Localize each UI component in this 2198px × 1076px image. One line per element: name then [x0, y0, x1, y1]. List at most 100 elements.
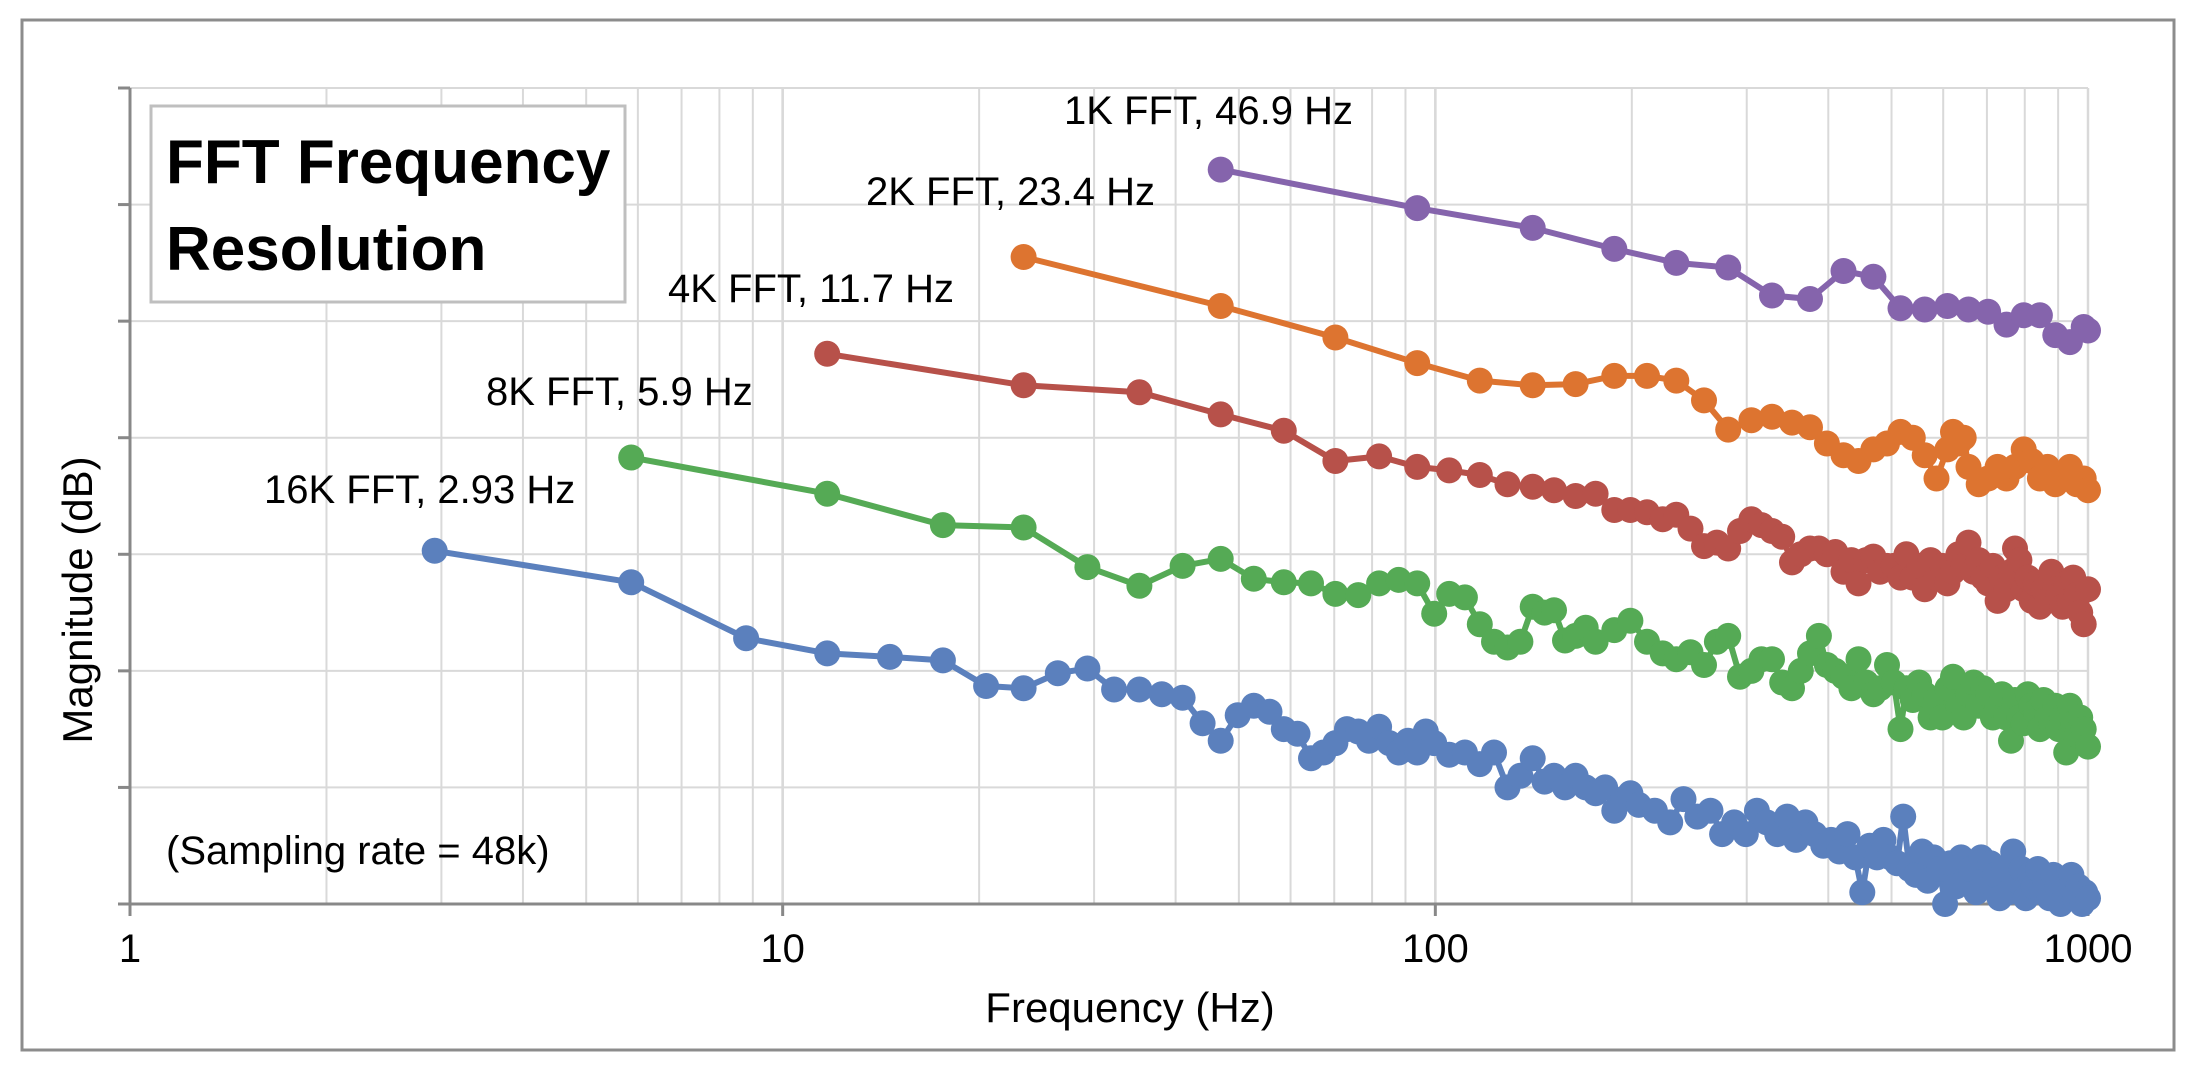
series-4-point — [1404, 195, 1431, 222]
series-2 — [814, 340, 2101, 638]
series-0-point — [733, 625, 760, 652]
series-2-point — [1466, 462, 1493, 488]
series-0-point — [1849, 879, 1876, 906]
label-8k: 8K FFT, 5.9 Hz — [486, 370, 753, 414]
series-0-point — [1148, 681, 1175, 708]
series-4-point — [1797, 286, 1823, 312]
series-4 — [1207, 156, 2101, 356]
series-4-point — [1934, 293, 1961, 319]
series-0-point — [1481, 739, 1507, 766]
series-2-point — [1769, 523, 1796, 550]
series-0-point — [929, 647, 956, 674]
series-1-point — [1074, 554, 1101, 581]
series-1-point — [2075, 733, 2101, 760]
chart-title-line2: Resolution — [166, 215, 486, 284]
series-1-point — [1691, 652, 1717, 678]
series-0-point — [1697, 797, 1724, 824]
series-0-point — [814, 640, 841, 667]
series-group — [421, 156, 2101, 917]
x-tick-label-100: 100 — [1402, 927, 1469, 971]
series-2-point — [1404, 453, 1431, 480]
series-4-point — [1715, 254, 1742, 281]
series-0-point — [2075, 885, 2101, 912]
series-0-point — [421, 537, 448, 564]
series-3-point — [1923, 465, 1950, 492]
series-4-point — [1975, 298, 2002, 325]
series-0-point — [1284, 720, 1311, 747]
series-2-point — [814, 340, 841, 367]
series-1-point — [1298, 570, 1324, 597]
series-0-point — [1010, 675, 1037, 702]
series-2-point — [1582, 480, 1609, 507]
series-1-point — [1240, 565, 1267, 592]
series-2-point — [1562, 483, 1589, 509]
x-axis-title: Frequency (Hz) — [985, 984, 1274, 1031]
series-0-point — [1189, 710, 1216, 737]
series-1 — [618, 444, 2101, 766]
series-1-point — [1940, 663, 1966, 690]
series-1-point — [1421, 600, 1448, 627]
series-0-point — [1670, 786, 1697, 813]
series-1-point — [1207, 545, 1234, 572]
series-3-point — [1759, 403, 1785, 430]
series-1-point — [1404, 570, 1431, 597]
label-1k: 1K FFT, 46.9 Hz — [1064, 89, 1353, 133]
series-1-point — [929, 512, 956, 539]
series-1-point — [1345, 582, 1372, 609]
series-1-point — [618, 444, 645, 471]
series-4-point — [1830, 258, 1857, 284]
series-0-point — [1890, 803, 1917, 830]
series-4-point — [1887, 295, 1914, 322]
series-0-point — [876, 643, 903, 670]
series-4-point — [1955, 296, 1982, 323]
series-4-point — [1663, 249, 1690, 276]
series-1-point — [1541, 597, 1567, 624]
series-0-point — [1207, 727, 1234, 754]
series-1-point — [1887, 716, 1914, 743]
series-3-point — [2075, 477, 2101, 504]
series-2-point — [2070, 611, 2097, 638]
series-2-point — [1541, 477, 1567, 504]
series-3-point — [1404, 350, 1431, 377]
series-3-point — [1322, 324, 1349, 351]
series-0-point — [1834, 821, 1861, 848]
x-tick-label-10: 10 — [760, 927, 805, 971]
series-4-point — [1519, 214, 1546, 241]
series-3-point — [1207, 293, 1234, 319]
series-2-point — [1494, 471, 1521, 498]
series-4-point — [2026, 302, 2053, 329]
label-4k: 4K FFT, 11.7 Hz — [668, 267, 954, 311]
series-0-point — [1169, 684, 1196, 711]
series-0 — [421, 537, 2101, 917]
series-1-point — [1715, 622, 1742, 649]
series-4-point — [2075, 317, 2101, 344]
series-4-point — [1860, 263, 1887, 290]
series-2-point — [1677, 515, 1704, 542]
chart-title-line1: FFT Frequency — [166, 128, 611, 197]
series-0-point — [973, 673, 1000, 699]
series-2-point — [1366, 443, 1393, 470]
series-2-point — [1845, 570, 1872, 597]
series-2-point — [2075, 576, 2101, 603]
series-0-point — [1126, 676, 1153, 703]
series-4-point — [1911, 296, 1938, 323]
series-0-point — [1519, 745, 1546, 772]
series-1-point — [1270, 569, 1297, 596]
series-4-point — [1601, 235, 1628, 262]
series-1-point — [1126, 572, 1153, 599]
series-3-point — [1519, 372, 1546, 399]
series-3-point — [1691, 387, 1717, 414]
series-0-point — [1101, 676, 1128, 703]
series-3-point — [1562, 371, 1589, 398]
series-3-point — [1466, 367, 1493, 394]
y-axis-title: Magnitude (dB) — [54, 456, 101, 743]
series-3-point — [1663, 367, 1690, 394]
series-1-point — [1759, 646, 1785, 673]
series-4-point — [1759, 282, 1785, 309]
label-2k: 2K FFT, 23.4 Hz — [866, 170, 1155, 214]
series-1-point — [1169, 552, 1196, 579]
x-tick-label-1000: 1000 — [2044, 927, 2133, 971]
series-3-point — [1634, 362, 1660, 389]
title-box — [149, 104, 627, 304]
